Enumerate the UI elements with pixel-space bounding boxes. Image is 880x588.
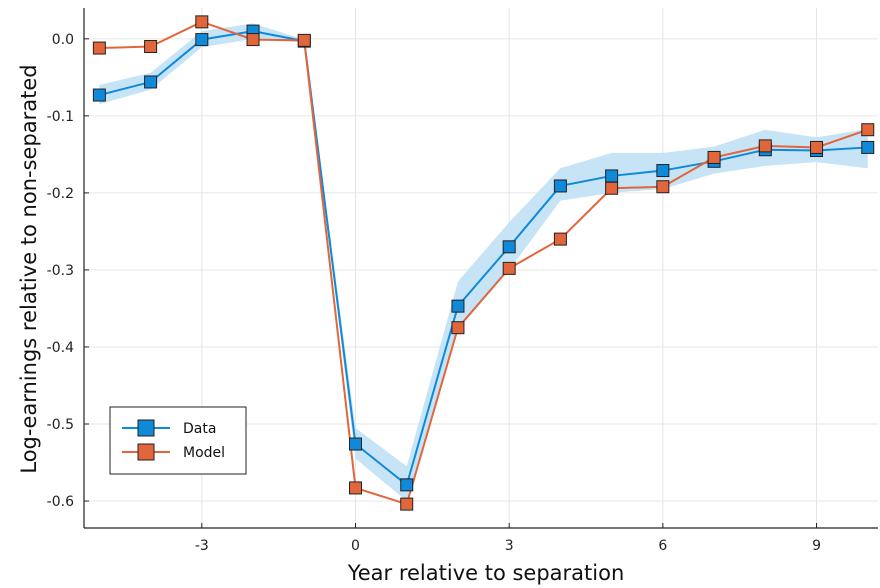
data-point-data: [195, 33, 209, 47]
y-tick-label: -0.2: [47, 186, 74, 202]
x-tick-label: 0: [351, 538, 360, 554]
series-line-layer: [99, 20, 869, 506]
data-point-model: [246, 33, 260, 47]
x-tick-label: -3: [195, 538, 209, 554]
data-point-data: [144, 75, 158, 89]
data-point-data: [553, 179, 567, 193]
data-point-model: [707, 150, 721, 164]
y-tick-label: -0.5: [47, 417, 74, 433]
data-point-model: [348, 481, 362, 495]
y-tick-label: -0.1: [47, 109, 74, 125]
data-point-model: [92, 41, 106, 55]
data-point-data: [92, 88, 106, 102]
series-line-data: [99, 30, 868, 487]
legend: Data Model: [109, 406, 247, 475]
y-tick-label: -0.6: [47, 494, 74, 510]
data-point-model: [297, 33, 311, 47]
data-point-data: [348, 437, 362, 451]
x-tick-label: 6: [658, 538, 667, 554]
x-tick-label: 9: [812, 538, 821, 554]
data-point-data: [451, 299, 465, 313]
y-tick-label: -0.4: [47, 340, 74, 356]
axes: [83, 8, 878, 529]
data-point-model: [400, 497, 414, 511]
legend-box: [109, 406, 247, 475]
data-point-model: [451, 321, 465, 335]
data-point-model: [861, 123, 875, 137]
confidence-band-data: [99, 23, 868, 502]
y-tick-label: -0.3: [47, 263, 74, 279]
series-line-model: [99, 20, 869, 506]
confidence-band-layer: [99, 23, 868, 502]
data-point-data: [400, 478, 414, 492]
data-point-data: [502, 240, 516, 254]
y-axis-title: Log-earnings relative to non-separated: [17, 64, 41, 473]
tick-labels: -3 0 3 6 9 0.0 -0.1 -0.2 -0.3 -0.4 -0.5 -0.6: [47, 32, 821, 554]
x-tick-label: 3: [505, 538, 514, 554]
data-point-model: [810, 140, 824, 154]
legend-label-data: Data: [183, 421, 216, 437]
data-point-model: [144, 40, 158, 54]
legend-swatch-marker-model: [137, 443, 155, 461]
x-axis-title: Year relative to separation: [347, 561, 625, 585]
data-point-data: [605, 169, 619, 183]
data-point-data: [656, 164, 670, 178]
data-point-model: [553, 232, 567, 246]
data-point-data: [861, 140, 875, 154]
legend-label-model: Model: [183, 445, 225, 461]
y-tick-label: 0.0: [52, 32, 74, 48]
data-point-model: [195, 15, 209, 29]
data-point-model: [502, 261, 516, 275]
data-point-model: [758, 139, 772, 153]
data-point-model: [656, 180, 670, 194]
marker-layer: [92, 15, 875, 511]
data-point-model: [605, 181, 619, 195]
legend-swatch-marker-data: [137, 419, 155, 437]
